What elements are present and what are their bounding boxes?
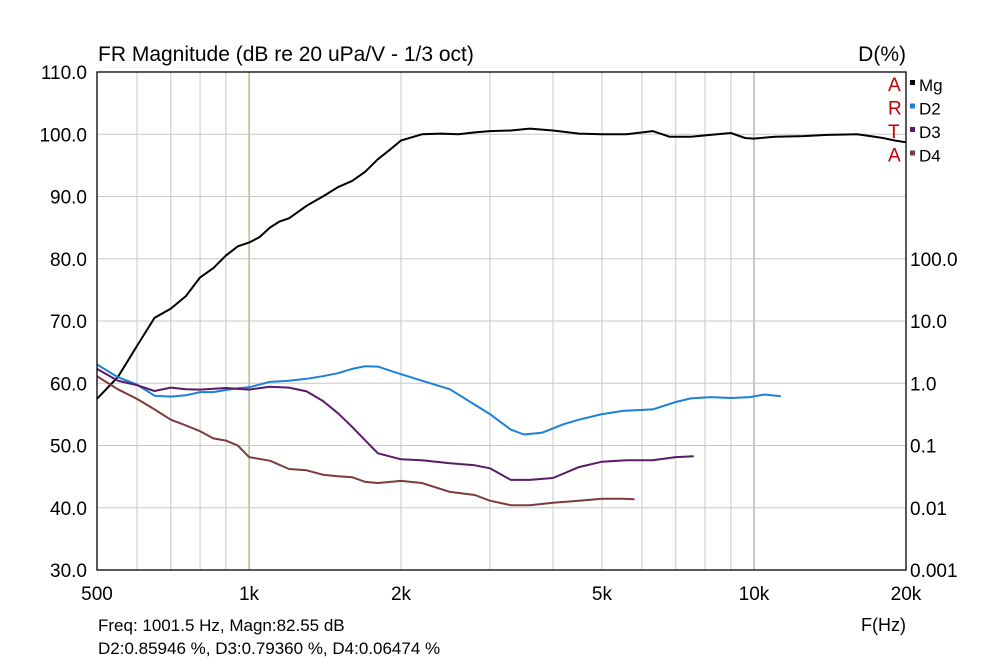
x-axis-label: F(Hz) xyxy=(861,615,906,635)
left-y-tick-label: 100.0 xyxy=(39,125,87,146)
left-y-tick-label: 60.0 xyxy=(50,374,87,395)
cursor-readout-line-1: Freq: 1001.5 Hz, Magn:82.55 dB xyxy=(98,616,345,635)
left-y-tick-label: 30.0 xyxy=(50,561,87,582)
x-tick-label: 500 xyxy=(81,584,113,605)
right-y-tick-label: 10.0 xyxy=(910,312,947,333)
series-line-d2 xyxy=(96,363,781,436)
left-y-tick-label: 80.0 xyxy=(50,250,87,271)
legend-swatch-d2 xyxy=(910,103,915,109)
left-y-tick-label: 40.0 xyxy=(50,499,87,520)
left-axis-tick-labels: 30.0 40.0 50.0 60.0 70.0 80.0 90.0 100.0 110.0 xyxy=(39,63,87,582)
series-line-d3 xyxy=(96,368,694,481)
legend-swatch-mg xyxy=(910,80,915,85)
cursor-readout-line-2: D2:0.85946 %, D3:0.79360 %, D4:0.06474 % xyxy=(98,639,440,658)
plot-frame xyxy=(96,71,907,571)
x-axis-tick-labels: 500 1k 2k 5k 10k 20k xyxy=(81,584,922,605)
right-axis-title: D(%) xyxy=(858,43,906,66)
legend-label-mg: Mg xyxy=(919,76,943,95)
legend: Mg D2 D3 D4 xyxy=(910,76,943,166)
legend-swatch-d4 xyxy=(910,150,915,156)
right-y-tick-label: 0.1 xyxy=(910,437,936,458)
grid-lines xyxy=(96,71,907,571)
legend-label-d2: D2 xyxy=(919,100,941,119)
left-y-tick-label: 50.0 xyxy=(50,437,87,458)
series-line-mg xyxy=(96,127,907,400)
legend-label-d4: D4 xyxy=(919,147,941,166)
right-y-tick-label: 0.001 xyxy=(910,561,958,582)
watermark-letter: A xyxy=(888,75,901,96)
watermark-letter: T xyxy=(888,122,900,143)
x-tick-label: 1k xyxy=(239,584,260,605)
x-tick-label: 20k xyxy=(891,584,922,605)
left-y-tick-label: 110.0 xyxy=(41,63,87,84)
x-tick-label: 2k xyxy=(391,584,412,605)
legend-label-d3: D3 xyxy=(919,123,941,142)
left-y-tick-label: 90.0 xyxy=(50,188,87,209)
right-y-tick-label: 0.01 xyxy=(910,499,947,520)
right-y-tick-label: 100.0 xyxy=(910,250,958,271)
watermark-letter: R xyxy=(888,99,902,120)
series-layer xyxy=(96,127,907,507)
watermark-letter: A xyxy=(888,146,901,167)
legend-swatch-d3 xyxy=(910,127,915,132)
chart-title: FR Magnitude (dB re 20 uPa/V - 1/3 oct) xyxy=(98,43,474,66)
series-line-d4 xyxy=(96,375,635,507)
x-tick-label: 10k xyxy=(739,584,770,605)
x-tick-label: 5k xyxy=(592,584,613,605)
left-y-tick-label: 70.0 xyxy=(50,312,87,333)
right-y-tick-label: 1.0 xyxy=(910,374,936,395)
right-axis-tick-labels: 0.001 0.01 0.1 1.0 10.0 100.0 xyxy=(910,250,958,582)
